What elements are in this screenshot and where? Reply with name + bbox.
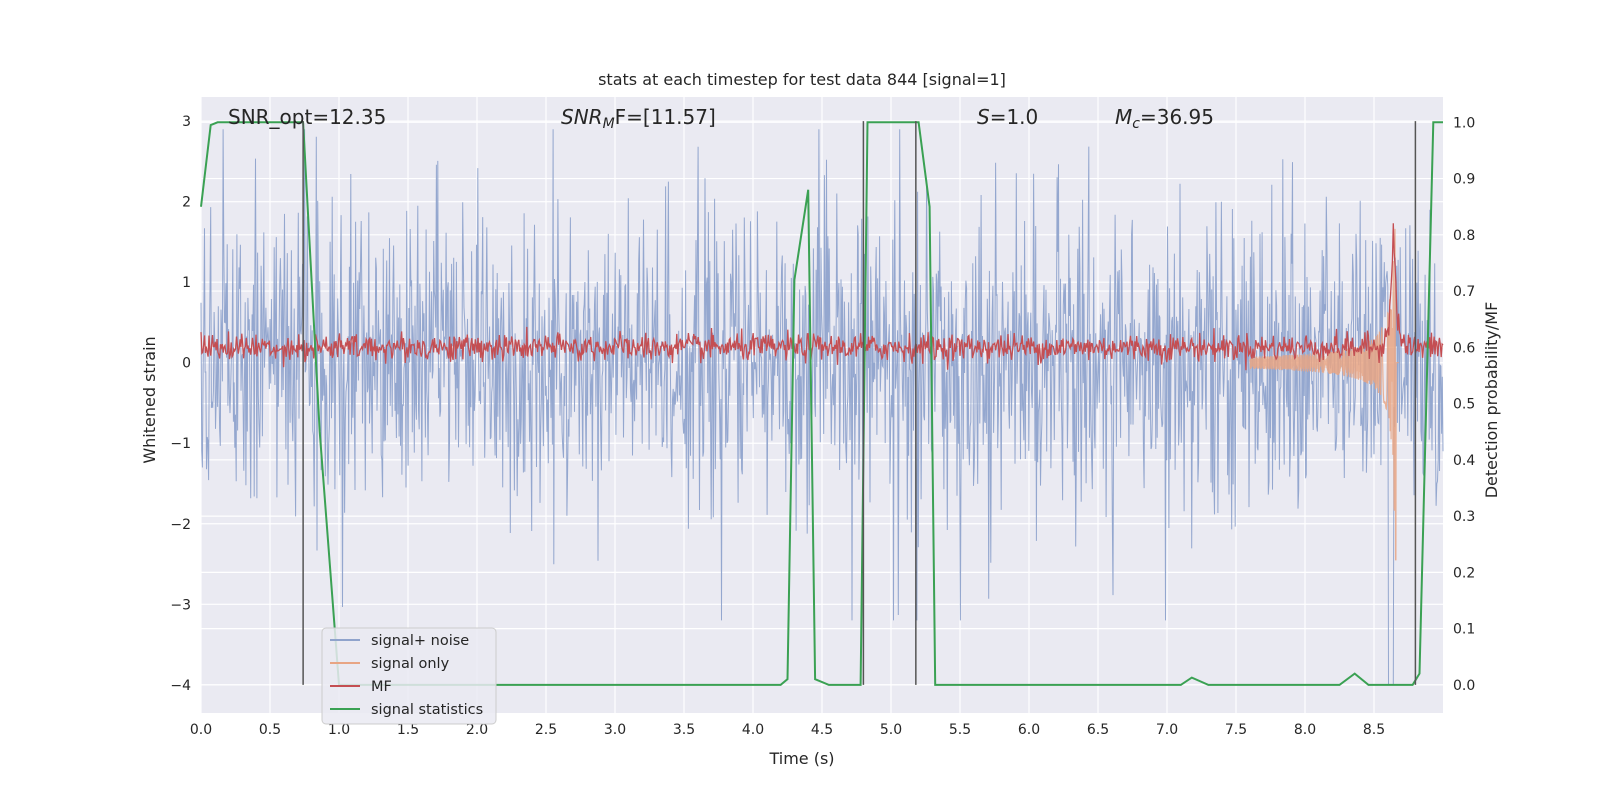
signal-plus-noise-line: [200, 129, 1444, 686]
x-tick-label: 8.0: [1294, 722, 1316, 738]
y-tick-label: 3: [182, 114, 191, 130]
legend-label-signal-statistics: signal statistics: [371, 702, 483, 718]
y2-tick-label: 0.6: [1453, 340, 1475, 356]
signal-statistics-line: [200, 121, 1443, 686]
y-tick-label: −2: [170, 517, 191, 533]
y2-tick-label: 0.8: [1453, 228, 1475, 244]
y2-tick-label: 0.4: [1453, 453, 1475, 469]
x-tick-label: 2.5: [535, 722, 557, 738]
x-tick-label: 4.5: [811, 722, 833, 738]
y2-tick-label: 0.9: [1453, 172, 1475, 188]
y-tick-label: 2: [182, 195, 191, 211]
annotation-s-value: =1.0: [990, 105, 1039, 129]
annotation-mc-value: =36.95: [1140, 105, 1214, 129]
legend-label-mf: MF: [371, 679, 392, 695]
legend-box: [321, 627, 497, 725]
annotation-s: S=1.0: [977, 105, 1038, 129]
y-tick-label: 0: [182, 356, 191, 372]
y2-tick-label: 0.5: [1453, 397, 1475, 413]
annotation-mc: Mc=36.95: [1115, 105, 1214, 132]
signal-only-series: [1249, 228, 1399, 561]
x-tick-label: 1.0: [328, 722, 350, 738]
y-tick-label: −4: [170, 678, 191, 694]
y2-axis-label: Detection probability/MF: [1482, 302, 1501, 499]
chart-title: stats at each timestep for test data 844…: [598, 70, 1006, 89]
y-tick-label: −1: [170, 436, 191, 452]
x-tick-label: 5.0: [880, 722, 902, 738]
y2-tick-label: 0.1: [1453, 622, 1475, 638]
annotation-mc-sub: c: [1132, 116, 1140, 132]
x-tick-label: 3.5: [673, 722, 695, 738]
mf-series: [200, 223, 1444, 371]
annotation-snr-mf-sub: M: [603, 116, 615, 132]
y2-tick-label: 0.2: [1453, 565, 1475, 581]
legend-label-signal-only: signal only: [371, 656, 450, 672]
x-tick-label: 4.0: [742, 722, 764, 738]
x-tick-label: 0.0: [190, 722, 212, 738]
annotation-snr-mf-main: SNR: [561, 105, 603, 129]
y2-tick-label: 0.3: [1453, 509, 1475, 525]
x-tick-label: 7.5: [1225, 722, 1247, 738]
y2-tick-label: 0.0: [1453, 678, 1475, 694]
y-tick-label: 1: [182, 275, 191, 291]
y-tick-label: −3: [170, 597, 191, 613]
mf-line: [200, 223, 1444, 371]
x-tick-label: 6.0: [1018, 722, 1040, 738]
x-tick-label: 0.5: [259, 722, 281, 738]
legend-label-signal-noise: signal+ noise: [371, 633, 469, 649]
y2-tick-label: 0.7: [1453, 284, 1475, 300]
signal-only-line: [1249, 228, 1399, 561]
legend: signal+ noise signal only MF signal stat…: [321, 627, 497, 725]
x-axis-ticks: 0.0 0.5 1.0 1.5 2.0 2.5 3.0 3.5 4.0 4.5 5.0 5.5 6.0 6…: [190, 722, 1385, 738]
annotation-snr-opt: SNR_opt=12.35: [228, 105, 386, 129]
signal-statistics-series: [200, 121, 1443, 686]
y2-tick-label: 1.0: [1453, 115, 1475, 131]
y-axis-ticks: 3 2 1 0 −1 −2 −3 −4: [170, 114, 191, 694]
x-tick-label: 2.0: [466, 722, 488, 738]
x-tick-label: 8.5: [1363, 722, 1385, 738]
x-tick-label: 6.5: [1087, 722, 1109, 738]
y-axis-label: Whitened strain: [140, 336, 159, 463]
annotations: SNR_opt=12.35 SNRMF=[11.57] S=1.0 Mc=36.…: [228, 105, 1214, 132]
y2-axis-ticks: 1.0 0.9 0.8 0.7 0.6 0.5 0.4 0.3 0.2 0.1 0.0: [1453, 115, 1475, 694]
annotation-snr-mf-value: F=[11.57]: [615, 105, 716, 129]
annotation-s-main: S: [977, 105, 990, 129]
x-tick-label: 7.0: [1156, 722, 1178, 738]
annotation-mc-main: M: [1115, 105, 1132, 129]
annotation-snr-mf: SNRMF=[11.57]: [561, 105, 716, 132]
signal-plus-noise-series: [200, 129, 1444, 686]
x-tick-label: 5.5: [949, 722, 971, 738]
x-axis-label: Time (s): [768, 749, 834, 768]
x-tick-label: 1.5: [397, 722, 419, 738]
x-tick-label: 3.0: [604, 722, 626, 738]
vertical-markers: [302, 121, 1417, 685]
